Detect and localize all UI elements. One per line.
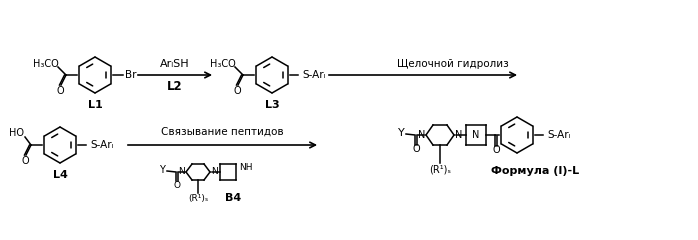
Text: N: N (417, 130, 425, 140)
Text: Связывание пептидов: Связывание пептидов (161, 127, 284, 137)
Text: L4: L4 (52, 170, 68, 180)
Text: Формула (I)-L: Формула (I)-L (491, 166, 579, 176)
Text: Br: Br (125, 70, 137, 80)
Text: Y: Y (398, 128, 404, 138)
Text: H₃CO: H₃CO (210, 59, 236, 69)
Text: HO: HO (10, 128, 24, 138)
Text: L2: L2 (168, 79, 183, 92)
Text: O: O (174, 180, 181, 190)
Text: O: O (492, 145, 500, 155)
Text: N: N (473, 130, 480, 140)
Text: B4: B4 (225, 193, 241, 203)
Text: O: O (56, 86, 64, 96)
Text: Щелочной гидролиз: Щелочной гидролиз (397, 59, 509, 69)
Text: L3: L3 (265, 100, 279, 110)
Text: ArₗSH: ArₗSH (160, 59, 190, 69)
Text: S-Arₗ: S-Arₗ (90, 140, 114, 150)
Text: L1: L1 (88, 100, 103, 110)
Text: O: O (233, 86, 241, 96)
Text: N: N (455, 130, 462, 140)
Text: O: O (413, 144, 419, 154)
Text: S-Arₗ: S-Arₗ (547, 130, 571, 140)
Text: S-Arₗ: S-Arₗ (302, 70, 326, 80)
Text: N: N (211, 168, 218, 176)
Text: N: N (178, 168, 185, 176)
Text: H₃CO: H₃CO (33, 59, 59, 69)
Text: Y: Y (159, 165, 165, 175)
Text: O: O (21, 156, 29, 166)
Text: NH: NH (239, 163, 253, 173)
Text: (R¹)ₛ: (R¹)ₛ (429, 164, 451, 174)
Text: (R¹)ₛ: (R¹)ₛ (188, 193, 208, 203)
